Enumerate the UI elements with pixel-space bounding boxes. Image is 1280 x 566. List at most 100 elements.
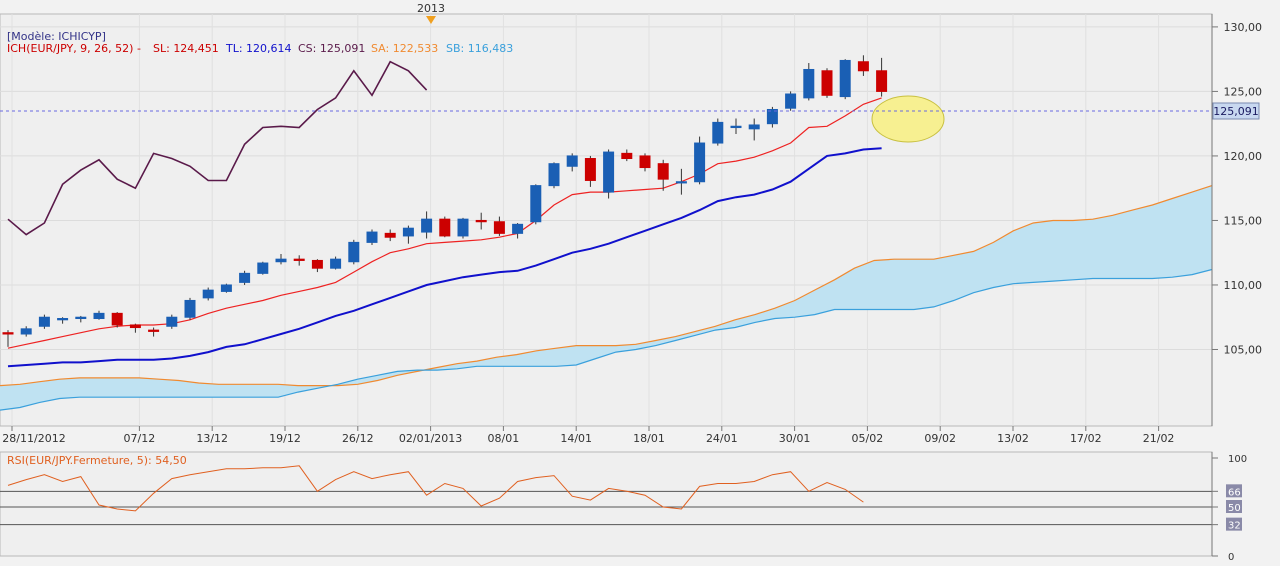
price-axis: 105,00 110,00 115,00 120,00 125,00 130,00	[1211, 14, 1263, 426]
candle-body	[675, 181, 687, 184]
candle	[348, 239, 360, 265]
x-tick-label: 17/02	[1070, 432, 1102, 445]
y-tick-label: 115,00	[1224, 214, 1263, 227]
y-tick-label: 120,00	[1224, 150, 1263, 163]
candle-body	[475, 219, 487, 223]
indicator-label: ICH(EUR/JPY, 9, 26, 52) -	[7, 42, 141, 55]
senkou-span-a-line	[0, 185, 1213, 387]
candle-body	[111, 312, 123, 326]
candle	[603, 149, 615, 199]
candle-body	[166, 316, 178, 327]
candle-body	[512, 223, 524, 234]
rsi-tick-label: 0	[1228, 552, 1234, 562]
x-tick-label: 05/02	[852, 432, 884, 445]
candle	[93, 310, 105, 320]
candle-body	[75, 316, 87, 320]
candle	[311, 259, 323, 273]
rsi-tick-label: 100	[1228, 454, 1247, 465]
candle	[275, 254, 287, 265]
model-label: [Modèle: ICHICYP]	[7, 30, 106, 43]
senkou-span-b-line	[0, 268, 1213, 411]
candle	[366, 229, 378, 245]
candle-body	[57, 318, 69, 321]
candle-body	[20, 328, 32, 335]
candle	[57, 317, 69, 324]
rsi-title: RSI(EUR/JPY.Fermeture, 5): 54,50	[7, 454, 187, 467]
candle-body	[220, 284, 232, 292]
candle	[694, 136, 706, 185]
y-tick-label: 105,00	[1224, 343, 1263, 356]
candle	[384, 229, 396, 242]
candle-body	[603, 151, 615, 193]
candle	[421, 211, 433, 239]
candle	[129, 323, 141, 333]
x-tick-label: 02/01/2013	[399, 432, 462, 445]
candle	[475, 212, 487, 230]
x-tick-label: 19/12	[269, 432, 301, 445]
candle	[75, 315, 87, 323]
candle	[530, 184, 542, 225]
current-price-tag	[1212, 102, 1260, 120]
candle	[821, 68, 833, 98]
candle-body	[2, 332, 14, 335]
candle	[785, 91, 797, 111]
chikou-span-line	[7, 60, 428, 236]
cloud-fill	[0, 185, 1212, 411]
candle	[38, 314, 50, 329]
candle-body	[457, 218, 469, 237]
candle-body	[621, 152, 633, 160]
candle	[639, 153, 651, 172]
candle-body	[530, 185, 542, 223]
x-tick-label: 13/02	[997, 432, 1029, 445]
chikou-cs-polyline	[7, 60, 428, 236]
sl-label: SL: 124,451	[153, 42, 219, 55]
candle-body	[421, 218, 433, 233]
main-grid	[0, 14, 1212, 426]
current-price-value: 125,091	[1213, 105, 1259, 118]
rsi-tick-label-bg	[1226, 500, 1242, 513]
x-tick-label: 13/12	[196, 432, 228, 445]
kumo-cloud	[0, 185, 1213, 411]
candle-body	[839, 59, 851, 98]
candle-body	[202, 289, 214, 299]
candle-body	[402, 227, 414, 237]
candle-body	[493, 221, 505, 234]
sa-label: SA: 122,533	[371, 42, 438, 55]
candle-body	[93, 312, 105, 320]
candle-body	[293, 258, 305, 261]
candle	[730, 118, 742, 134]
rsi-tick-label: 50	[1228, 503, 1241, 514]
candle-body	[548, 163, 560, 187]
rsi-axis: 0 32 50 66 100	[1211, 452, 1247, 563]
candle	[876, 57, 888, 97]
candle	[766, 106, 778, 128]
x-tick-label: 21/02	[1143, 432, 1175, 445]
candle-body	[184, 299, 196, 318]
highlight-ellipse	[871, 95, 945, 143]
candle-body	[348, 241, 360, 263]
candle-body	[584, 158, 596, 181]
candle	[111, 312, 123, 328]
x-tick-label: 18/01	[633, 432, 665, 445]
rsi-reference-lines	[0, 490, 1212, 526]
x-tick-label: 08/01	[488, 432, 520, 445]
candle	[512, 223, 524, 239]
candles	[2, 55, 888, 347]
candle-body	[876, 70, 888, 92]
x-tick-label: 07/12	[124, 432, 156, 445]
candle	[748, 118, 760, 141]
candle	[621, 149, 633, 162]
candle-body	[311, 259, 323, 269]
year-marker-label: 2013	[417, 2, 445, 15]
candle-body	[712, 121, 724, 144]
candle-body	[566, 155, 578, 167]
indicator-lines	[7, 97, 882, 368]
candle	[239, 270, 251, 285]
y-tick-label: 125,00	[1224, 85, 1263, 98]
y-tick-label: 130,00	[1224, 21, 1263, 34]
candle-body	[129, 324, 141, 329]
year-marker-triangle	[426, 16, 436, 24]
candle	[20, 326, 32, 337]
